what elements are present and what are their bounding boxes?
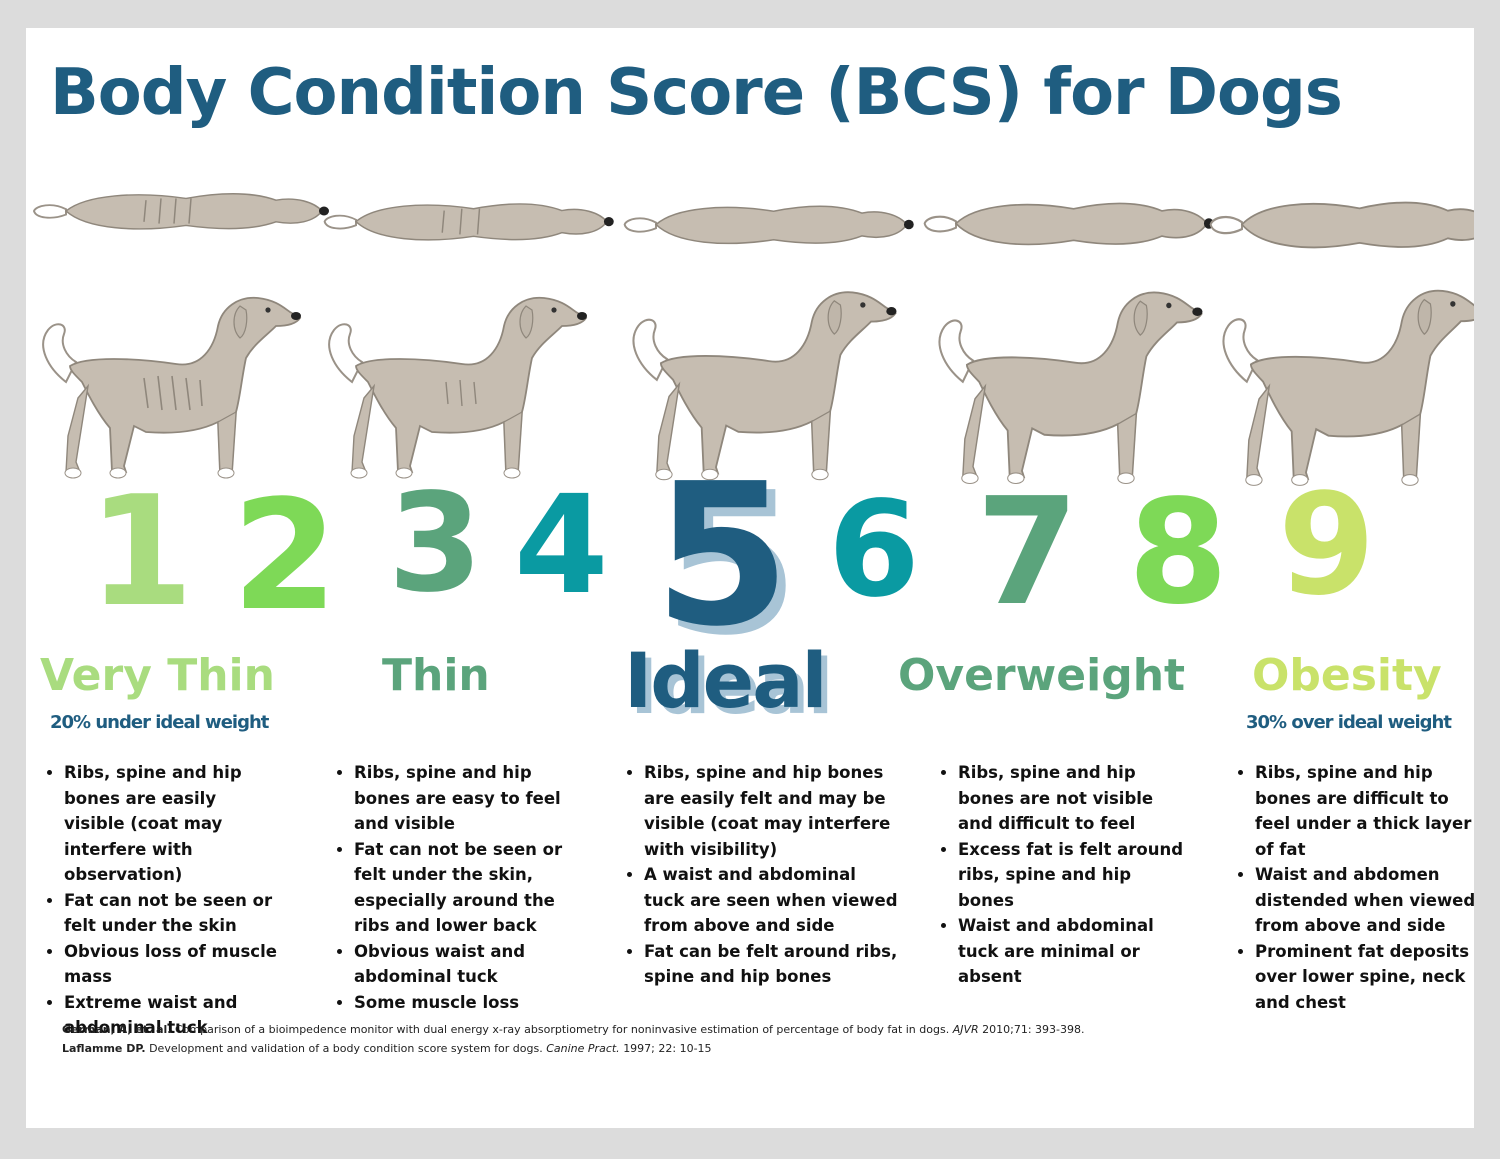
list-item: Waist and abdomen distended when viewed … <box>1255 862 1485 939</box>
score-4: 4 <box>514 467 609 625</box>
page-title: Body Condition Score (BCS) for Dogs <box>50 56 1343 130</box>
list-item: Ribs, spine and hip bones are easily fel… <box>644 760 902 862</box>
bullets-overweight: Ribs, spine and hip bones are not visibl… <box>934 760 1192 990</box>
top-view-overweight <box>923 202 1215 246</box>
top-view-very-thin <box>33 192 330 230</box>
list-item: Excess fat is felt around ribs, spine an… <box>958 837 1192 914</box>
score-3: 3 <box>388 465 483 623</box>
bcs-poster: Body Condition Score (BCS) for Dogs <box>26 28 1475 1128</box>
top-view-thin <box>323 203 615 241</box>
list-item: Fat can not be seen or felt under the sk… <box>64 888 280 939</box>
category-obesity: Obesity <box>1252 650 1442 701</box>
category-overweight: Overweight <box>898 650 1186 701</box>
references: German, A, et. al. Comparison of a bioim… <box>62 1020 1085 1058</box>
score-2: 2 <box>232 467 338 644</box>
score-9: 9 <box>1278 464 1376 627</box>
list-item: Waist and abdominal tuck are minimal or … <box>958 913 1192 990</box>
bullets-ideal: Ribs, spine and hip bones are easily fel… <box>620 760 902 990</box>
list-item: Ribs, spine and hip bones are easy to fe… <box>354 760 578 837</box>
top-view-ideal <box>623 205 915 245</box>
category-thin: Thin <box>382 650 490 701</box>
category-ideal: Ideal <box>624 636 828 725</box>
list-item: A waist and abdominal tuck are seen when… <box>644 862 902 939</box>
score-5: 5 <box>654 442 791 670</box>
list-item: Fat can not be seen or felt under the sk… <box>354 837 578 939</box>
score-8: 8 <box>1128 468 1229 636</box>
list-item: Extreme waist and abdominal tuck <box>64 990 280 1041</box>
top-view-obesity <box>1209 201 1474 249</box>
list-item: Obvious loss of muscle mass <box>64 939 280 990</box>
score-6: 6 <box>828 473 920 627</box>
list-item: Ribs, spine and hip bones are difficult … <box>1255 760 1485 862</box>
list-item: Ribs, spine and hip bones are easily vis… <box>64 760 280 888</box>
side-view-very-thin <box>42 296 303 479</box>
score-7: 7 <box>976 466 1079 638</box>
bullets-obesity: Ribs, spine and hip bones are difficult … <box>1231 760 1485 1015</box>
list-item: Fat can be felt around ribs, spine and h… <box>644 939 902 990</box>
bullets-very-thin: Ribs, spine and hip bones are easily vis… <box>40 760 280 1041</box>
list-item: Some muscle loss <box>354 990 578 1016</box>
list-item: Ribs, spine and hip bones are not visibl… <box>958 760 1192 837</box>
category-very-thin: Very Thin <box>40 650 275 701</box>
score-1: 1 <box>88 463 194 640</box>
side-view-overweight <box>938 291 1204 485</box>
reference-1: German, A, et. al. Comparison of a bioim… <box>62 1023 1085 1036</box>
list-item: Obvious waist and abdominal tuck <box>354 939 578 990</box>
dog-illustrations <box>33 192 1474 487</box>
side-view-thin <box>328 296 588 479</box>
side-view-obesity <box>1222 289 1474 487</box>
list-item: Prominent fat deposits over lower spine,… <box>1255 939 1485 1016</box>
reference-2: Laflamme DP. Development and validation … <box>62 1042 712 1055</box>
subtitle-very-thin: 20% under ideal weight <box>50 712 269 733</box>
bullets-thin: Ribs, spine and hip bones are easy to fe… <box>330 760 578 1015</box>
subtitle-obesity: 30% over ideal weight <box>1246 712 1452 733</box>
